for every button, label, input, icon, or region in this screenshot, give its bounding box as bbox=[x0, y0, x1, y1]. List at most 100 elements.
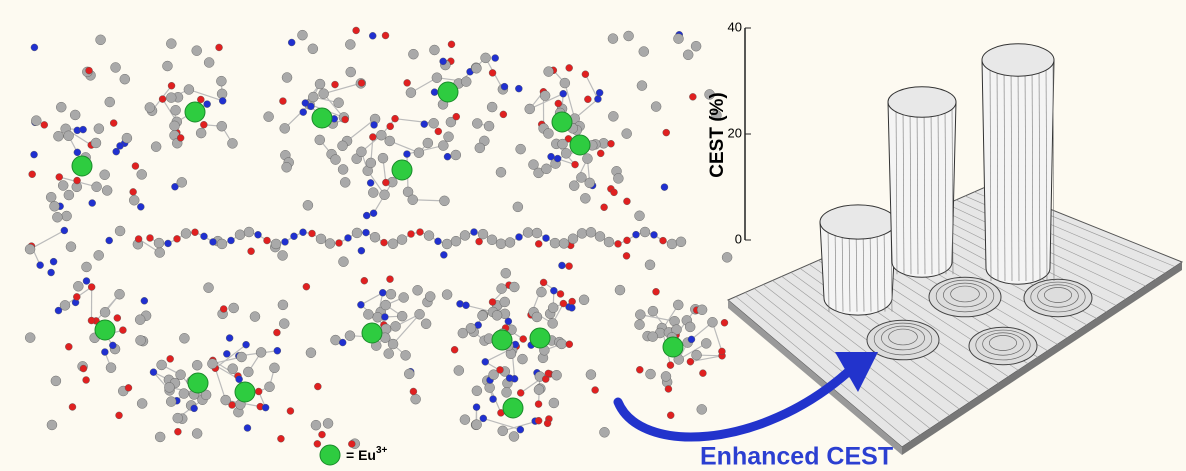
atom bbox=[516, 234, 523, 241]
atom bbox=[177, 177, 187, 187]
atom bbox=[408, 231, 415, 238]
atom bbox=[401, 350, 411, 360]
atom bbox=[601, 204, 608, 211]
atom bbox=[331, 155, 341, 165]
atom bbox=[569, 298, 576, 305]
atom bbox=[513, 202, 523, 212]
atom bbox=[520, 336, 527, 343]
atom bbox=[399, 292, 409, 302]
atom bbox=[509, 282, 519, 292]
atom bbox=[569, 181, 579, 191]
atom bbox=[277, 435, 284, 442]
atom bbox=[116, 412, 123, 419]
atom bbox=[338, 257, 348, 267]
atom bbox=[550, 238, 560, 248]
atom bbox=[176, 370, 186, 380]
atom bbox=[147, 235, 154, 242]
atom bbox=[155, 432, 165, 442]
atom bbox=[665, 385, 672, 392]
atom bbox=[444, 153, 451, 160]
atom bbox=[315, 135, 325, 145]
atom bbox=[314, 440, 321, 447]
atom bbox=[517, 389, 524, 396]
atom bbox=[477, 311, 487, 321]
atom bbox=[192, 46, 202, 56]
atom bbox=[687, 358, 694, 365]
atom bbox=[688, 336, 695, 343]
atom bbox=[429, 45, 439, 55]
europium bbox=[185, 102, 205, 122]
atom bbox=[154, 238, 164, 248]
atom bbox=[278, 250, 288, 260]
atom bbox=[159, 96, 166, 103]
atom bbox=[361, 277, 368, 284]
atom bbox=[31, 44, 38, 51]
atom bbox=[685, 322, 695, 332]
atom bbox=[83, 376, 90, 383]
atom bbox=[544, 420, 551, 427]
atom bbox=[492, 310, 502, 320]
atom bbox=[157, 360, 167, 370]
atom bbox=[517, 426, 524, 433]
atom bbox=[663, 129, 670, 136]
atom bbox=[105, 97, 115, 107]
atom bbox=[543, 235, 550, 242]
atom bbox=[435, 128, 442, 135]
atom bbox=[442, 290, 452, 300]
atom bbox=[599, 427, 609, 437]
atom bbox=[210, 238, 217, 245]
atom bbox=[168, 82, 175, 89]
atom bbox=[391, 321, 401, 331]
atom bbox=[369, 32, 376, 39]
atom bbox=[101, 349, 108, 356]
atom bbox=[64, 190, 74, 200]
atom bbox=[369, 134, 376, 141]
atom bbox=[645, 260, 655, 270]
atom bbox=[80, 126, 87, 133]
europium bbox=[362, 323, 382, 343]
atom bbox=[404, 369, 414, 379]
atom bbox=[421, 319, 431, 329]
atom bbox=[345, 234, 352, 241]
atom bbox=[282, 238, 289, 245]
atom bbox=[181, 228, 191, 238]
caption: Enhanced CEST bbox=[700, 443, 893, 471]
atom bbox=[227, 138, 237, 148]
atom bbox=[608, 34, 618, 44]
atom bbox=[388, 239, 398, 249]
pillar-top bbox=[820, 205, 896, 239]
atom bbox=[48, 269, 55, 276]
atom bbox=[545, 370, 552, 377]
atom bbox=[278, 300, 288, 310]
atom bbox=[102, 185, 112, 195]
atom bbox=[165, 240, 172, 247]
atom bbox=[448, 41, 455, 48]
atom bbox=[484, 121, 494, 131]
atom bbox=[382, 179, 389, 186]
atom bbox=[73, 281, 83, 291]
atom bbox=[566, 263, 573, 270]
atom bbox=[62, 211, 72, 221]
atom bbox=[378, 153, 388, 163]
atom bbox=[92, 182, 102, 192]
atom bbox=[370, 210, 377, 217]
atom bbox=[597, 150, 604, 157]
atom bbox=[413, 285, 423, 295]
atom bbox=[56, 102, 66, 112]
atom bbox=[373, 312, 383, 322]
atom bbox=[517, 354, 527, 364]
atom bbox=[388, 339, 398, 349]
atom bbox=[122, 133, 132, 143]
atom bbox=[220, 305, 227, 312]
atom bbox=[100, 170, 110, 180]
atom bbox=[475, 143, 485, 153]
atom bbox=[506, 375, 513, 382]
atom bbox=[166, 93, 176, 103]
atom bbox=[137, 169, 147, 179]
atom bbox=[532, 312, 542, 322]
atom bbox=[192, 229, 199, 236]
atom bbox=[408, 195, 418, 205]
atom bbox=[549, 398, 559, 408]
atom bbox=[115, 226, 125, 236]
atom bbox=[264, 237, 271, 244]
